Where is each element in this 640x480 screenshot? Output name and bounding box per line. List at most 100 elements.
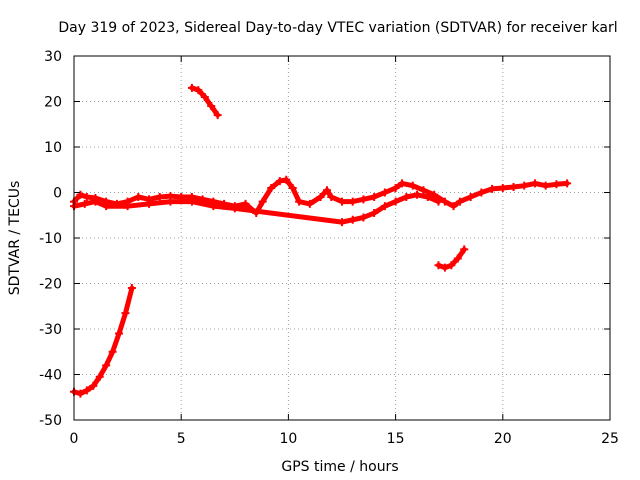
data-point [449, 202, 458, 211]
data-point [338, 218, 346, 227]
data-point [541, 181, 550, 190]
data-point [187, 83, 196, 92]
data-point [213, 111, 222, 120]
data-point [348, 197, 357, 206]
data-point [447, 261, 456, 270]
data-point [402, 193, 411, 202]
data-point [82, 386, 91, 395]
data-point [338, 197, 346, 206]
data-point [258, 197, 267, 206]
chart-title: Day 319 of 2023, Sidereal Day-to-day VTE… [58, 20, 617, 36]
data-point [145, 199, 154, 208]
data-point [134, 193, 143, 202]
data-point [155, 193, 164, 202]
y-tick-label: -40 [39, 368, 62, 384]
data-point [89, 381, 98, 390]
data-point [115, 329, 124, 338]
data-point [391, 197, 400, 206]
y-axis-label: SDTVAR / TECUs [7, 181, 23, 296]
data-point [498, 183, 507, 192]
data-point [95, 372, 104, 381]
series-upper-segment [187, 83, 222, 120]
y-tick-label: -50 [39, 413, 62, 429]
data-point [194, 86, 203, 95]
data-point [520, 181, 529, 190]
data-point [275, 177, 284, 186]
data-point [230, 204, 239, 213]
data-point [200, 92, 209, 101]
data-point [322, 186, 331, 195]
data-point [509, 183, 518, 192]
data-point [76, 389, 85, 398]
grid [74, 56, 610, 420]
data-point [108, 347, 117, 356]
data-point [359, 213, 368, 222]
y-tick-label: 30 [44, 49, 62, 65]
data-point [102, 202, 111, 211]
data-point [408, 181, 417, 190]
data-series [70, 83, 572, 398]
x-tick-label: 25 [601, 431, 619, 447]
x-tick-label: 20 [494, 431, 512, 447]
data-point [370, 208, 379, 217]
data-point [440, 263, 449, 272]
x-tick-label: 5 [177, 431, 186, 447]
data-point [370, 193, 379, 202]
y-tick-label: 0 [53, 186, 62, 202]
x-tick-label: 15 [387, 431, 405, 447]
data-point [209, 202, 218, 211]
data-point [552, 180, 561, 189]
data-point [91, 197, 100, 206]
data-point [80, 199, 89, 208]
data-point [267, 183, 276, 192]
data-point [327, 193, 336, 202]
series-main-band-lower [70, 190, 443, 227]
data-point [453, 254, 462, 263]
y-tick-label: 10 [44, 140, 62, 156]
data-point [295, 197, 304, 206]
y-tick-label: 20 [44, 95, 62, 111]
data-point [398, 179, 407, 188]
data-point [434, 197, 443, 206]
data-point [563, 179, 572, 188]
x-axis-label: GPS time / hours [281, 459, 398, 475]
data-point [348, 215, 357, 224]
data-point [419, 186, 428, 195]
data-point [207, 102, 216, 111]
data-point [423, 193, 432, 202]
data-point [413, 190, 422, 199]
data-point [127, 284, 136, 293]
tick-labels: 0 5 10 15 20 25 -50 -40 -30 -20 -10 0 10 20 30 [39, 49, 619, 447]
data-point [359, 195, 368, 204]
data-point [241, 199, 250, 208]
y-tick-label: -10 [39, 231, 62, 247]
data-point [380, 188, 389, 197]
data-point [282, 175, 291, 184]
axis-ticks [73, 55, 611, 421]
x-tick-label: 10 [279, 431, 297, 447]
data-point [288, 183, 297, 192]
data-point [434, 261, 443, 270]
data-point [460, 245, 469, 254]
data-point [477, 188, 486, 197]
data-point [316, 193, 325, 202]
data-point [530, 179, 539, 188]
data-point [466, 193, 475, 202]
data-point [455, 197, 464, 206]
data-point [380, 202, 389, 211]
y-tick-label: -20 [39, 277, 62, 293]
data-point [82, 193, 91, 202]
series-lower-segment [434, 245, 469, 272]
data-point [166, 197, 175, 206]
data-point [121, 309, 130, 318]
x-tick-label: 0 [70, 431, 79, 447]
data-point [391, 183, 400, 192]
y-tick-label: -30 [39, 322, 62, 338]
data-point [305, 199, 314, 208]
data-point [187, 197, 196, 206]
series-trace [71, 285, 135, 397]
data-point [488, 184, 497, 193]
series-trace [71, 177, 570, 216]
